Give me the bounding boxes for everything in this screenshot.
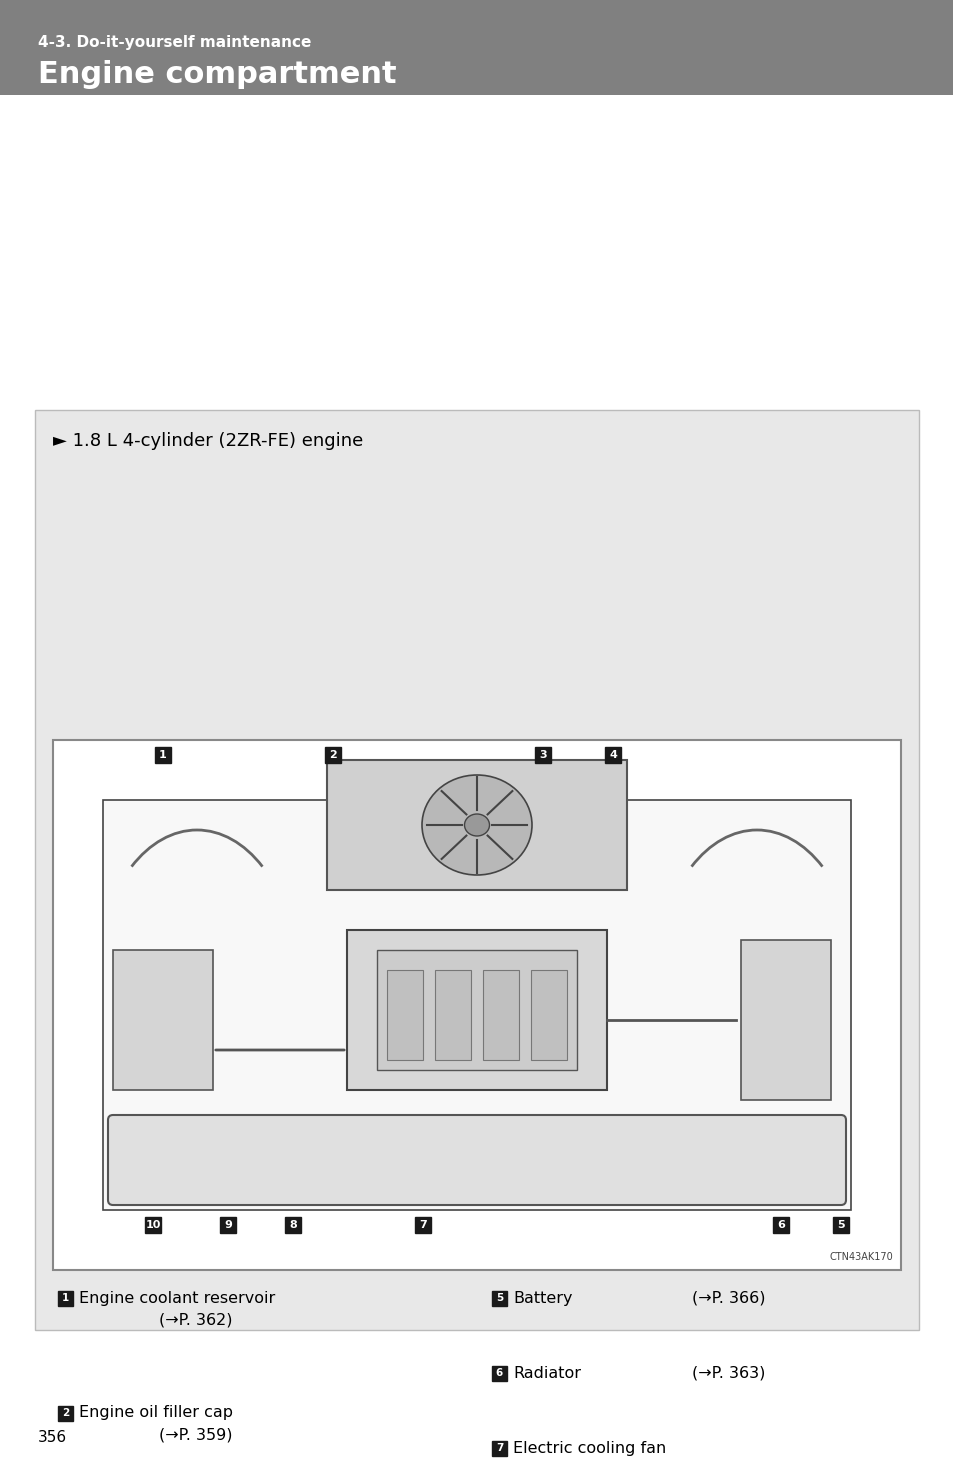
Ellipse shape xyxy=(421,774,532,875)
Bar xyxy=(58,1291,73,1305)
Ellipse shape xyxy=(464,814,489,836)
Text: CTN43AK170: CTN43AK170 xyxy=(828,1252,892,1263)
Bar xyxy=(220,1217,235,1233)
Bar xyxy=(285,1217,301,1233)
Bar xyxy=(325,746,340,763)
Bar xyxy=(415,1217,431,1233)
Text: (→P. 366): (→P. 366) xyxy=(691,1291,764,1305)
Bar xyxy=(740,940,830,1100)
Text: (→P. 363): (→P. 363) xyxy=(691,1366,764,1381)
Bar xyxy=(482,971,518,1061)
Bar xyxy=(35,410,918,1330)
Text: 2: 2 xyxy=(329,749,336,760)
Bar xyxy=(832,1217,848,1233)
Text: Engine compartment: Engine compartment xyxy=(38,60,396,88)
Bar xyxy=(535,746,551,763)
Bar xyxy=(112,950,213,1090)
Bar xyxy=(387,971,422,1061)
Text: (→P. 362): (→P. 362) xyxy=(159,1313,233,1328)
Text: 4-3. Do-it-yourself maintenance: 4-3. Do-it-yourself maintenance xyxy=(38,35,311,50)
Text: Engine oil filler cap: Engine oil filler cap xyxy=(79,1406,233,1420)
Text: 2: 2 xyxy=(62,1409,69,1417)
Bar xyxy=(435,971,471,1061)
Text: Engine coolant reservoir: Engine coolant reservoir xyxy=(79,1291,275,1305)
FancyBboxPatch shape xyxy=(108,1115,845,1205)
Text: 1: 1 xyxy=(159,749,167,760)
Text: 356: 356 xyxy=(38,1429,67,1444)
Bar xyxy=(327,760,626,889)
Text: 7: 7 xyxy=(418,1220,426,1230)
Text: (→P. 359): (→P. 359) xyxy=(159,1428,233,1443)
Text: 1: 1 xyxy=(62,1294,69,1302)
Bar xyxy=(492,1441,506,1456)
Text: 8: 8 xyxy=(289,1220,296,1230)
Bar xyxy=(0,0,953,94)
Text: 3: 3 xyxy=(538,749,546,760)
Bar xyxy=(103,799,850,1210)
Bar xyxy=(145,1217,161,1233)
Text: 5: 5 xyxy=(837,1220,844,1230)
Text: 10: 10 xyxy=(145,1220,160,1230)
Text: Battery: Battery xyxy=(513,1291,572,1305)
Text: 4: 4 xyxy=(608,749,617,760)
Bar xyxy=(53,740,900,1270)
Text: 5: 5 xyxy=(496,1294,502,1302)
Bar xyxy=(58,1406,73,1420)
Bar xyxy=(347,931,606,1090)
Bar xyxy=(492,1366,506,1381)
Text: ► 1.8 L 4-cylinder (2ZR-FE) engine: ► 1.8 L 4-cylinder (2ZR-FE) engine xyxy=(53,432,363,450)
Bar xyxy=(531,971,566,1061)
Text: Radiator: Radiator xyxy=(513,1366,580,1381)
Bar xyxy=(376,950,577,1069)
Text: 9: 9 xyxy=(224,1220,232,1230)
Bar xyxy=(154,746,171,763)
Text: 6: 6 xyxy=(777,1220,784,1230)
Text: Electric cooling fan: Electric cooling fan xyxy=(513,1441,665,1456)
Text: 7: 7 xyxy=(496,1443,502,1453)
Bar xyxy=(604,746,620,763)
Bar xyxy=(772,1217,788,1233)
Text: 6: 6 xyxy=(496,1367,502,1378)
Bar xyxy=(492,1291,506,1305)
